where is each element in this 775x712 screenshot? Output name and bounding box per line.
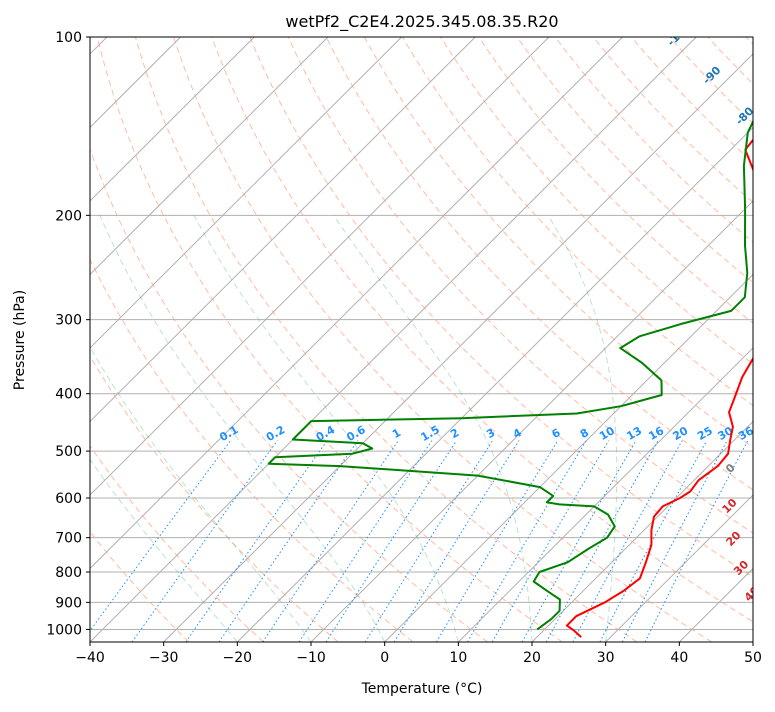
y-tick-label: 700 [55,531,82,547]
x-axis-label: Temperature (°C) [361,681,483,697]
x-tick-label: 0 [380,650,389,666]
x-tick-label: −10 [296,650,326,666]
chart-title: wetPf2_C2E4.2025.345.08.35.R20 [285,12,558,32]
y-axis-label: Pressure (hPa) [12,290,28,390]
x-tick-label: 30 [597,650,615,666]
y-tick-label: 900 [55,595,82,611]
x-tick-label: −40 [75,650,105,666]
y-tick-label: 300 [55,313,82,329]
x-tick-label: 40 [670,650,688,666]
y-tick-label: 1000 [46,622,82,638]
x-tick-label: 10 [449,650,467,666]
x-tick-label: 50 [744,650,762,666]
y-tick-label: 500 [55,444,82,460]
y-tick-label: 200 [55,208,82,224]
x-tick-label: −30 [149,650,179,666]
x-tick-label: 20 [523,650,541,666]
y-tick-label: 400 [55,387,82,403]
x-tick-label: −20 [223,650,253,666]
y-tick-label: 100 [55,30,82,46]
y-tick-label: 600 [55,491,82,507]
y-tick-label: 800 [55,565,82,581]
